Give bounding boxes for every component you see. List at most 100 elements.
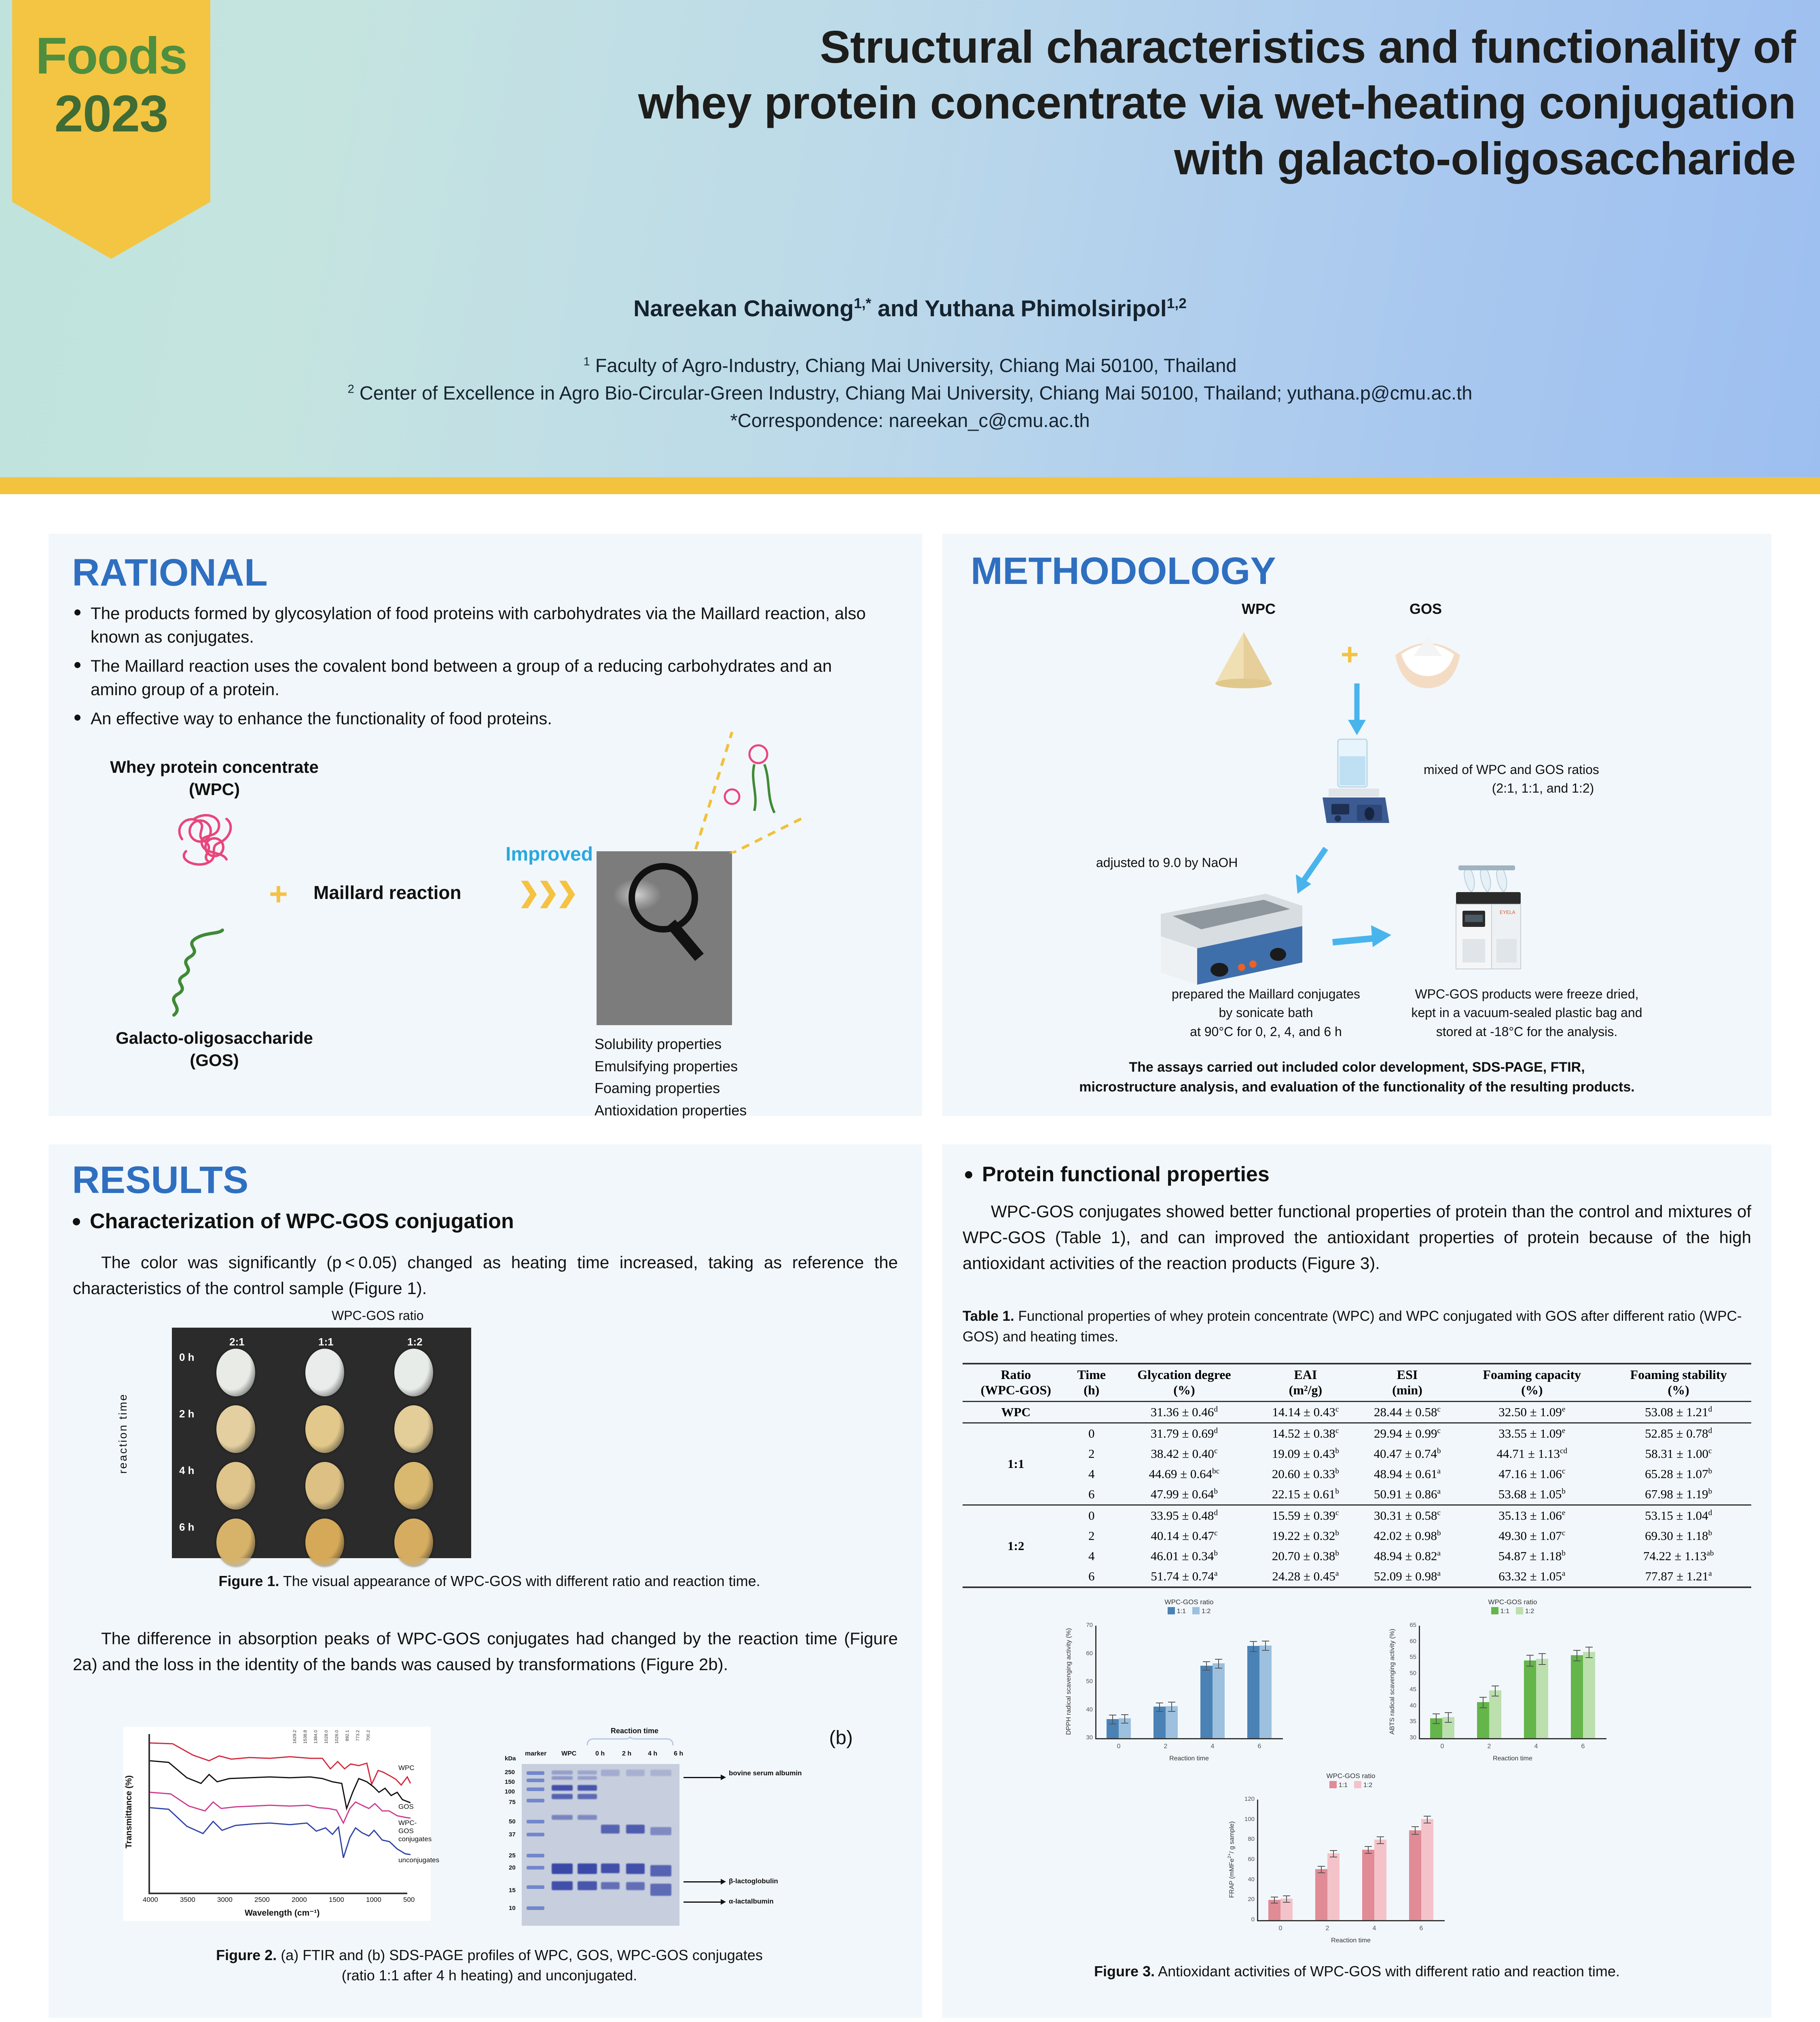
figure3-caption-text: Antioxidant activities of WPC-GOS with d… bbox=[1155, 1963, 1620, 1980]
figure1-row-label: 0 h bbox=[179, 1351, 195, 1363]
gel-band bbox=[552, 1863, 573, 1874]
magnifier-icon bbox=[629, 863, 704, 961]
chart-y-tick: 80 bbox=[1248, 1836, 1255, 1843]
chart-error-bar bbox=[1414, 1826, 1416, 1834]
table1-caption: Table 1. Functional properties of whey p… bbox=[963, 1306, 1755, 1347]
gel-band bbox=[552, 1776, 573, 1780]
chart-error-cap bbox=[1155, 1711, 1163, 1712]
methodology-gos-label: GOS bbox=[1409, 601, 1442, 617]
ftir-series-label: WPC bbox=[398, 1764, 415, 1772]
table-column-header: Time (h) bbox=[1077, 1367, 1106, 1397]
chart-error-cap bbox=[1526, 1666, 1534, 1667]
table-cell-value: 29.94 ± 0.99c bbox=[1374, 1426, 1441, 1440]
figure1-top-axis-label: WPC-GOS ratio bbox=[332, 1308, 424, 1323]
wpc-powder-icon bbox=[1215, 632, 1272, 688]
figure3-caption: Figure 3. Antioxidant activities of WPC-… bbox=[967, 1961, 1747, 1982]
figure3-caption-label: Figure 3. bbox=[1094, 1963, 1155, 1980]
chart-y-axis-line bbox=[1095, 1626, 1096, 1738]
chart-bar bbox=[1374, 1840, 1387, 1920]
table-cell-value: 48.94 ± 0.61a bbox=[1374, 1466, 1441, 1481]
table-cell-value: 38.42 ± 0.40c bbox=[1151, 1446, 1218, 1461]
table-cell-value: 24.28 ± 0.45a bbox=[1272, 1569, 1339, 1583]
gel-band bbox=[601, 1882, 620, 1889]
gel-band bbox=[527, 1787, 544, 1791]
ftir-y-axis-line bbox=[148, 1734, 150, 1893]
table-cell-value: 48.94 ± 0.82a bbox=[1374, 1548, 1441, 1563]
chart-y-tick: 50 bbox=[1409, 1670, 1416, 1677]
chart-y-tick: 65 bbox=[1409, 1622, 1416, 1629]
table-body: WPC 31.36 ± 0.46d 14.14 ± 0.43c 28.44 ± 0.5… bbox=[963, 1401, 1751, 1587]
gos-chain-icon bbox=[172, 929, 224, 1017]
table-1: Ratio (WPC-GOS) Time (h) Glycation degree (%)… bbox=[963, 1363, 1751, 1588]
protein-coil-icon bbox=[178, 814, 232, 866]
chart-error-cap bbox=[1411, 1834, 1419, 1835]
chart-error-bar bbox=[1112, 1714, 1113, 1724]
chart-bar bbox=[1524, 1660, 1536, 1738]
gel-band bbox=[578, 1863, 597, 1874]
chart-bar bbox=[1409, 1830, 1421, 1920]
figure2-panel-b-label: (b) bbox=[829, 1727, 853, 1749]
list-item: The products formed by glycosylation of … bbox=[70, 602, 878, 649]
figure1-col-label: 2:1 bbox=[229, 1336, 245, 1348]
figure1-sample-dot bbox=[305, 1519, 344, 1566]
step-freeze-line2: kept in a vacuum-sealed plastic bag and bbox=[1411, 1005, 1642, 1020]
figure1-caption-text: The visual appearance of WPC-GOS with di… bbox=[279, 1573, 760, 1589]
gel-band bbox=[552, 1815, 573, 1820]
gel-lane-label: 4 h bbox=[648, 1750, 658, 1757]
chart-x-axis-label: Reaction time bbox=[1169, 1755, 1209, 1762]
table-cell-ratio: 1:1 bbox=[1007, 1456, 1024, 1471]
table-cell-value: 50.91 ± 0.86a bbox=[1374, 1487, 1441, 1501]
chart-y-tick: 40 bbox=[1086, 1706, 1093, 1713]
chart-error-cap bbox=[1424, 1816, 1431, 1817]
table-cell-time: 0 bbox=[1088, 1426, 1095, 1440]
figure1-caption: Figure 1. The visual appearance of WPC-G… bbox=[105, 1571, 874, 1591]
chart-error-cap bbox=[1377, 1836, 1384, 1837]
gel-kda-label: 250 bbox=[505, 1769, 515, 1776]
table-cell-value: 52.85 ± 0.78d bbox=[1645, 1426, 1712, 1440]
chart-y-tick: 30 bbox=[1409, 1734, 1416, 1741]
table-header-row: Ratio (WPC-GOS) Time (h) Glycation degree (%)… bbox=[963, 1364, 1751, 1401]
ftir-x-tick: 3000 bbox=[217, 1896, 233, 1904]
gel-band bbox=[552, 1770, 573, 1775]
table-cell-ratio: 1:2 bbox=[1007, 1538, 1024, 1553]
gel-kda-label: 20 bbox=[509, 1864, 516, 1871]
chart-error-cap bbox=[1202, 1661, 1210, 1662]
ftir-series-label: GOS bbox=[398, 1803, 414, 1810]
chart-legend: 1:1 1:2 bbox=[1257, 1781, 1445, 1789]
table-column-header: EAI (m²/g) bbox=[1289, 1367, 1323, 1397]
chart-bar bbox=[1489, 1690, 1502, 1738]
arrow-down-left-icon bbox=[1296, 847, 1328, 894]
author-2-name: Yuthana Phimolsiripol bbox=[925, 296, 1167, 321]
figure1-sample-dot bbox=[216, 1462, 255, 1510]
gel-band bbox=[578, 1815, 597, 1820]
list-item: Foaming properties bbox=[595, 1080, 720, 1097]
table1-caption-text: Functional properties of whey protein co… bbox=[963, 1308, 1742, 1345]
gel-annotation-bsa: bovine serum albumin bbox=[729, 1769, 802, 1777]
table-cell-value: 58.31 ± 1.00c bbox=[1645, 1446, 1712, 1461]
figure2-caption-line1: (a) FTIR and (b) SDS-PAGE profiles of WP… bbox=[277, 1947, 763, 1963]
ftir-peak-label: 1026.0 bbox=[334, 1730, 339, 1744]
table-column-header: Glycation degree (%) bbox=[1137, 1367, 1231, 1397]
chart-y-tick: 0 bbox=[1251, 1916, 1255, 1923]
gel-annotation-arrowhead bbox=[721, 1899, 726, 1905]
author-1-name: Nareekan Chaiwong bbox=[633, 296, 854, 321]
table-row: WPC 31.36 ± 0.46d 14.14 ± 0.43c 28.44 ± 0.5… bbox=[963, 1401, 1751, 1423]
improved-label: Improved bbox=[506, 844, 593, 865]
table-row: 6 47.99 ± 0.64b 22.15 ± 0.61b 50.91 ± 0.86a… bbox=[963, 1484, 1751, 1505]
figure1-col-label: 1:2 bbox=[407, 1336, 423, 1348]
ftir-x-tick: 3500 bbox=[180, 1896, 195, 1904]
chart-y-tick: 40 bbox=[1409, 1702, 1416, 1709]
gel-band bbox=[626, 1770, 645, 1776]
methodology-wpc-label: WPC bbox=[1242, 601, 1276, 617]
diagram-wpc-label-line1: Whey protein concentrate bbox=[110, 757, 319, 776]
ftir-plot: Transmittance (%) WPC GOS WPC-GOS conjug… bbox=[123, 1727, 439, 1921]
author-1-affil-marker: 1,* bbox=[853, 296, 872, 311]
table-cell-value: 31.36 ± 0.46d bbox=[1150, 1404, 1218, 1419]
table-cell-value: 74.22 ± 1.13ab bbox=[1643, 1548, 1714, 1563]
methodology-step-freeze-dry: WPC-GOS products were freeze dried, kept… bbox=[1381, 985, 1672, 1041]
sonicate-bath-icon bbox=[1161, 894, 1302, 985]
step-mixing-line2: (2:1, 1:1, and 1:2) bbox=[1492, 781, 1594, 796]
figure1-left-axis-label: reaction time bbox=[116, 1393, 129, 1474]
gel-lane-label: marker bbox=[525, 1750, 547, 1757]
